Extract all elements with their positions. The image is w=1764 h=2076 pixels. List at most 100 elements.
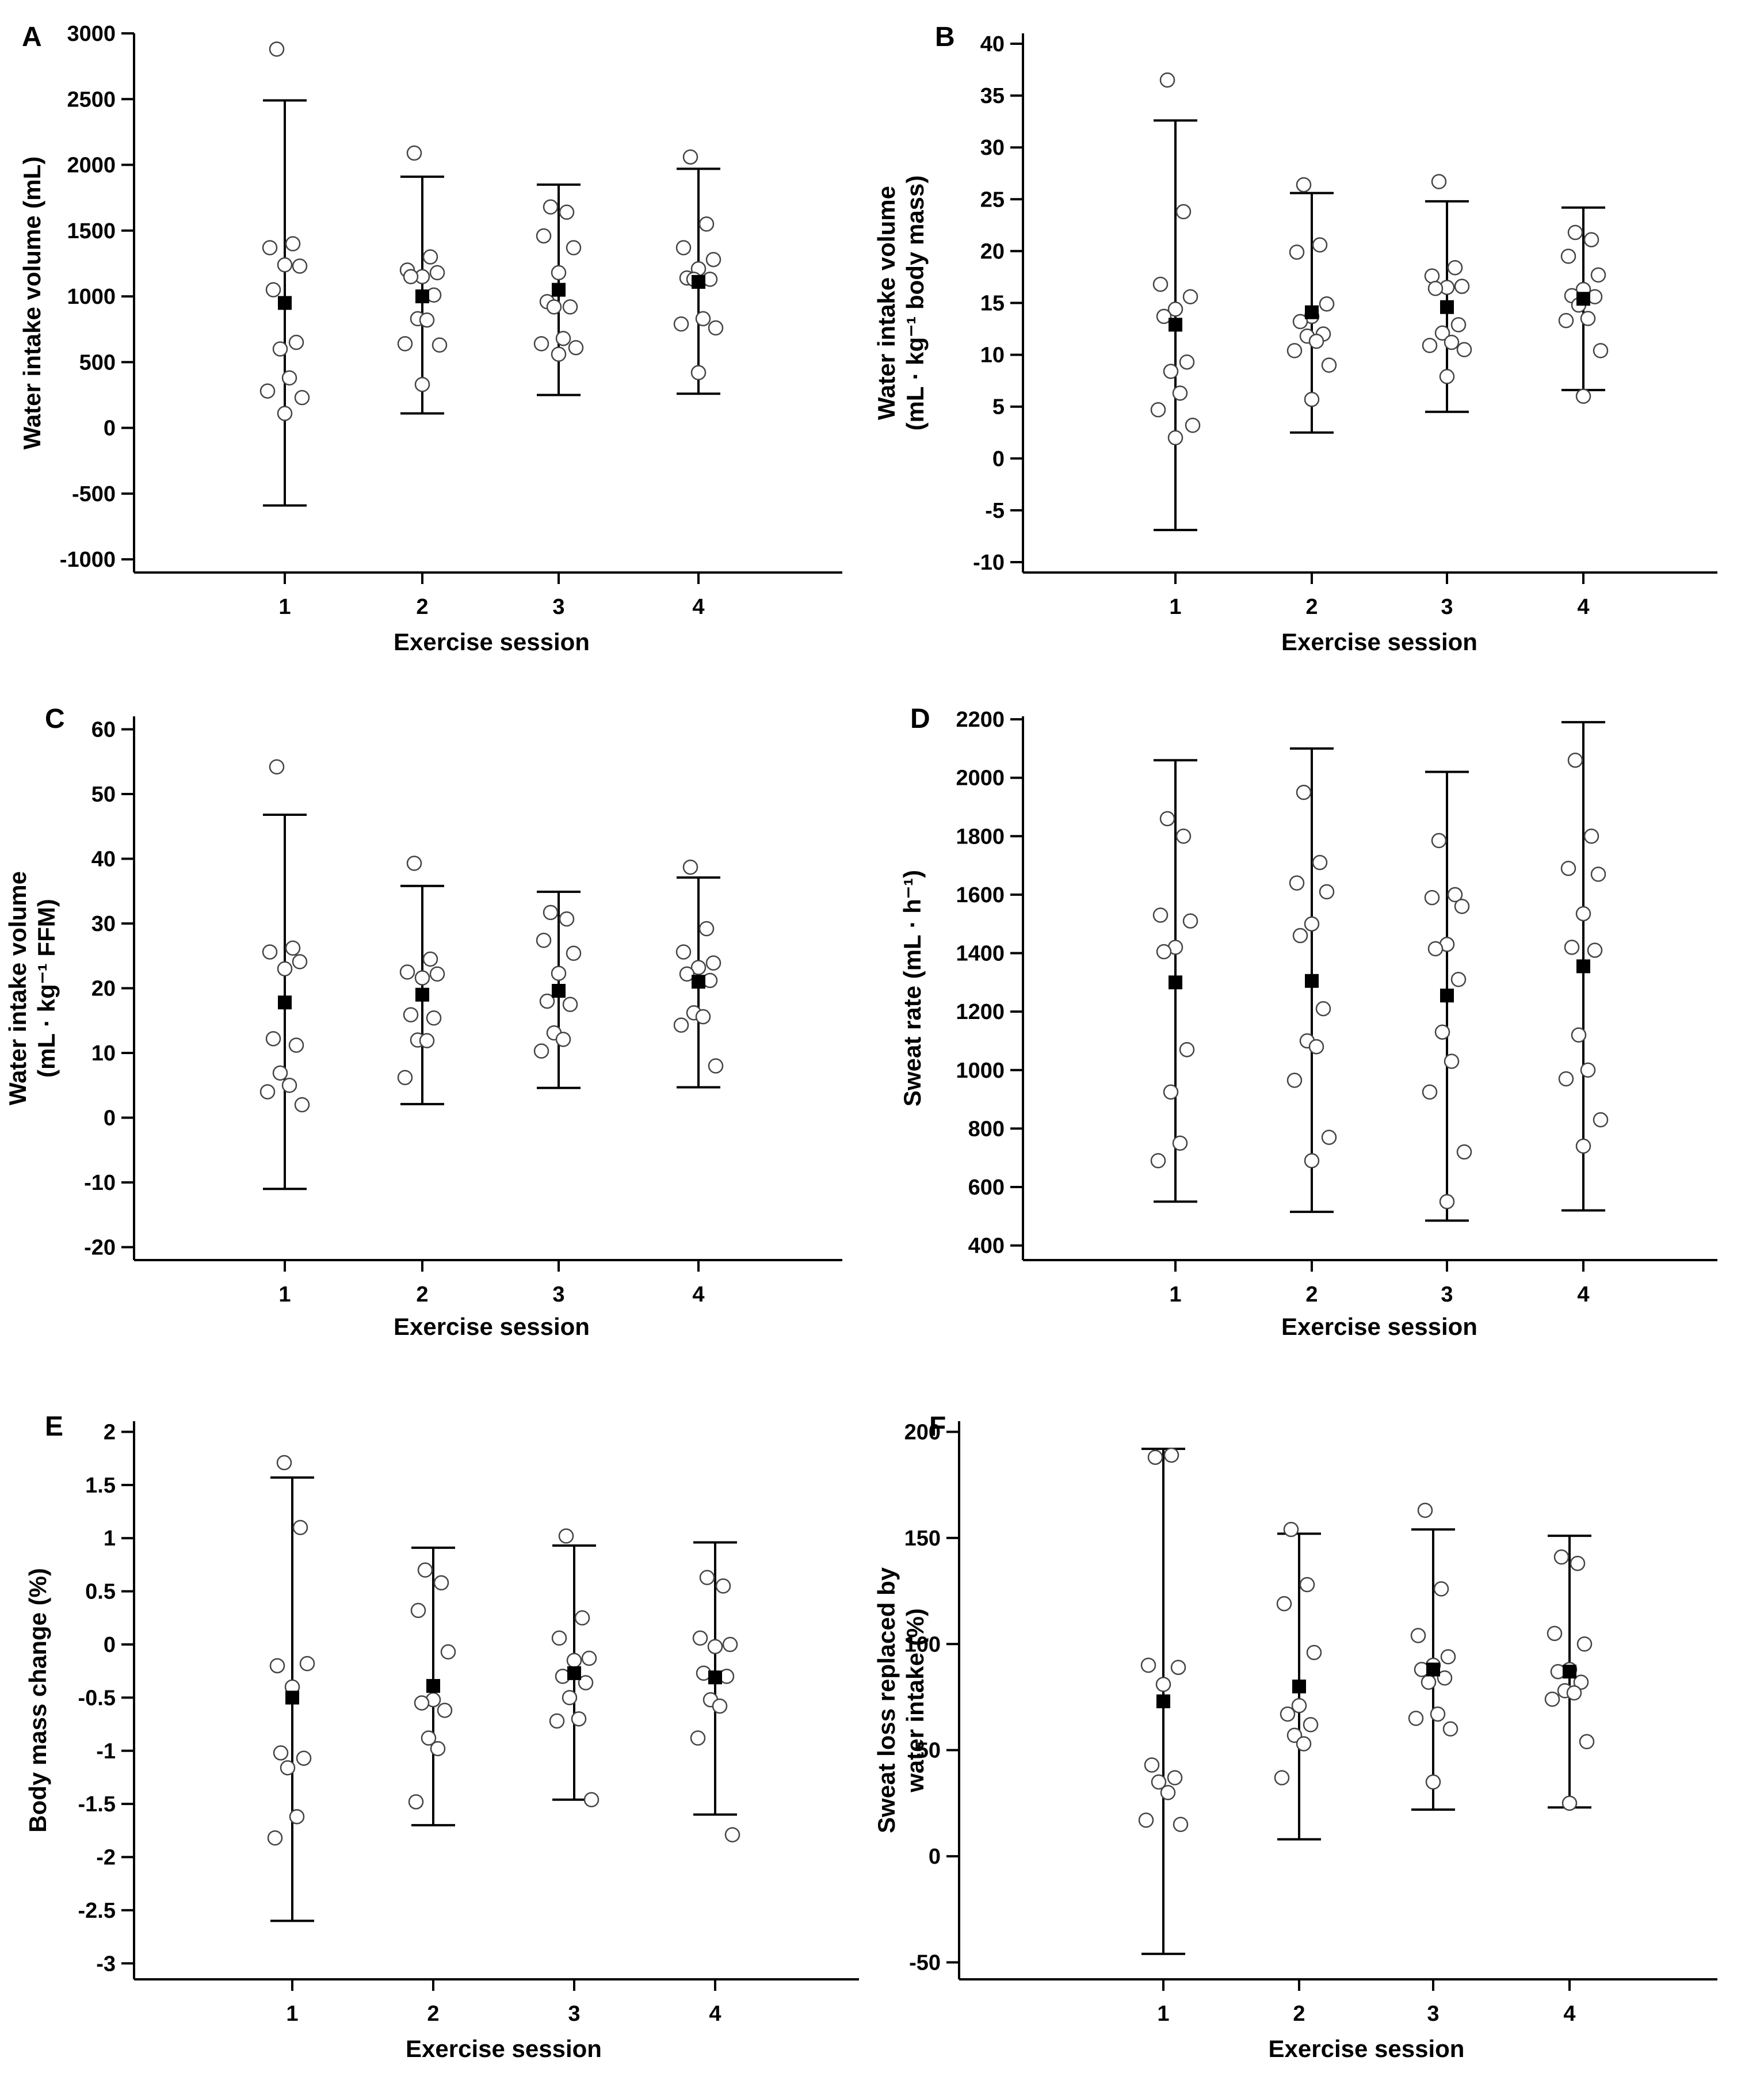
data-point bbox=[1575, 906, 1591, 922]
data-point bbox=[1456, 1144, 1472, 1160]
data-point bbox=[277, 257, 293, 273]
data-point bbox=[1570, 1555, 1586, 1571]
data-point bbox=[1422, 1084, 1438, 1100]
y-tick-label: 30 bbox=[91, 912, 116, 936]
data-point bbox=[715, 1578, 731, 1594]
mean-marker bbox=[1169, 975, 1182, 990]
x-tick-label: 4 bbox=[709, 2002, 721, 2026]
x-tick-label: 4 bbox=[692, 595, 704, 619]
data-point bbox=[403, 1007, 419, 1022]
mean-marker bbox=[1426, 1662, 1440, 1677]
y-tick-label: -500 bbox=[72, 482, 116, 506]
data-point bbox=[673, 316, 689, 332]
data-point bbox=[419, 1033, 435, 1048]
data-point bbox=[299, 1656, 315, 1672]
data-point bbox=[1172, 1135, 1188, 1151]
y-tick-label: 800 bbox=[968, 1117, 1005, 1141]
data-point bbox=[1163, 1084, 1179, 1100]
data-point bbox=[690, 960, 707, 975]
y-tick-label: 2000 bbox=[67, 154, 116, 178]
y-axis-title: Water intake volume bbox=[873, 186, 900, 420]
panel-E: E 2 1.5 1 0.5 0 -0.5 -1 -1.5 -2 -2.5 -3 1 2 3 4 Exercise… bbox=[24, 1411, 859, 2062]
mean-marker bbox=[1440, 989, 1454, 1003]
data-point bbox=[1431, 833, 1447, 849]
data-point bbox=[1442, 1721, 1458, 1737]
data-point bbox=[566, 240, 582, 255]
data-point bbox=[1182, 913, 1198, 929]
data-point bbox=[1450, 972, 1467, 987]
data-point bbox=[1567, 752, 1583, 768]
data-point bbox=[533, 1043, 549, 1059]
data-point bbox=[566, 1653, 582, 1668]
y-tick-label: 2000 bbox=[956, 766, 1005, 791]
data-point bbox=[559, 204, 575, 220]
mean-marker bbox=[708, 1670, 722, 1685]
mean-marker bbox=[278, 995, 292, 1010]
data-point bbox=[429, 966, 445, 982]
y-tick-label: 20 bbox=[980, 239, 1005, 264]
panel-C: C 60 50 40 30 20 10 0 -10 -20 1 2 3 4 Exercise session… bbox=[4, 704, 842, 1340]
data-point bbox=[1167, 430, 1183, 445]
data-point bbox=[1304, 1153, 1320, 1169]
data-point bbox=[1151, 1774, 1167, 1790]
y-tick-label: -1 bbox=[96, 1739, 116, 1764]
data-point bbox=[1274, 1770, 1290, 1785]
y-tick-label: 1 bbox=[104, 1527, 116, 1551]
y-tick-label: 50 bbox=[917, 1739, 941, 1763]
data-point bbox=[1431, 174, 1447, 189]
x-axis-title: Exercise session bbox=[406, 2035, 602, 2062]
y-tick-label: 500 bbox=[79, 350, 116, 375]
y-axis-title: (mL · kg⁻¹ FFM) bbox=[33, 899, 60, 1078]
data-point bbox=[1286, 1073, 1303, 1088]
panel-D: D 2200 2000 1800 1600 1400 1200 1000 800 600 400 1 2… bbox=[899, 704, 1717, 1340]
x-axis-title: Exercise session bbox=[1269, 2035, 1465, 2062]
y-tick-label: 1.5 bbox=[85, 1474, 116, 1498]
data-point bbox=[1575, 388, 1591, 404]
data-point bbox=[1583, 829, 1599, 844]
data-point bbox=[426, 1010, 442, 1026]
data-point bbox=[277, 406, 293, 421]
data-point bbox=[698, 216, 715, 232]
data-point bbox=[1587, 942, 1603, 958]
data-point bbox=[1159, 811, 1175, 827]
mean-marker bbox=[1440, 300, 1454, 314]
data-point bbox=[265, 1031, 281, 1047]
y-tick-label: 1200 bbox=[956, 1000, 1005, 1024]
data-point bbox=[1567, 224, 1583, 241]
data-point bbox=[1173, 1817, 1189, 1833]
x-tick-label: 1 bbox=[278, 1283, 291, 1307]
y-tick-label: 200 bbox=[904, 1420, 941, 1444]
y-axis-title: water intake (%) bbox=[902, 1608, 929, 1793]
y-tick-label: 35 bbox=[980, 84, 1005, 108]
data-point bbox=[705, 955, 721, 971]
x-tick-label: 4 bbox=[1563, 2002, 1575, 2026]
y-axis-title: Sweat rate (mL · h⁻¹) bbox=[899, 870, 926, 1106]
data-point bbox=[1593, 1112, 1609, 1128]
data-point bbox=[1450, 317, 1467, 333]
data-point bbox=[1163, 364, 1179, 379]
data-point bbox=[294, 390, 310, 406]
data-point bbox=[555, 330, 571, 346]
y-tick-label: 15 bbox=[980, 292, 1005, 316]
mean-marker bbox=[415, 987, 429, 1002]
data-point bbox=[422, 951, 438, 967]
data-point bbox=[673, 1017, 689, 1033]
mean-marker bbox=[1292, 1680, 1306, 1694]
data-point bbox=[583, 1792, 600, 1808]
data-point bbox=[705, 251, 721, 268]
data-point bbox=[285, 940, 301, 956]
x-tick-label: 3 bbox=[1441, 595, 1453, 619]
data-point bbox=[1571, 1027, 1587, 1043]
x-tick-label: 1 bbox=[286, 2002, 298, 2026]
data-point bbox=[414, 376, 430, 392]
data-point bbox=[397, 1070, 413, 1085]
data-point bbox=[578, 1675, 594, 1690]
data-point bbox=[699, 1570, 715, 1585]
data-point bbox=[1144, 1757, 1160, 1773]
data-point bbox=[722, 1636, 738, 1653]
y-axis-title: Water intake volume (mL) bbox=[18, 157, 45, 450]
data-point bbox=[551, 346, 567, 362]
data-point bbox=[581, 1650, 597, 1666]
y-tick-label: 400 bbox=[968, 1234, 1005, 1258]
data-point bbox=[1292, 314, 1308, 330]
